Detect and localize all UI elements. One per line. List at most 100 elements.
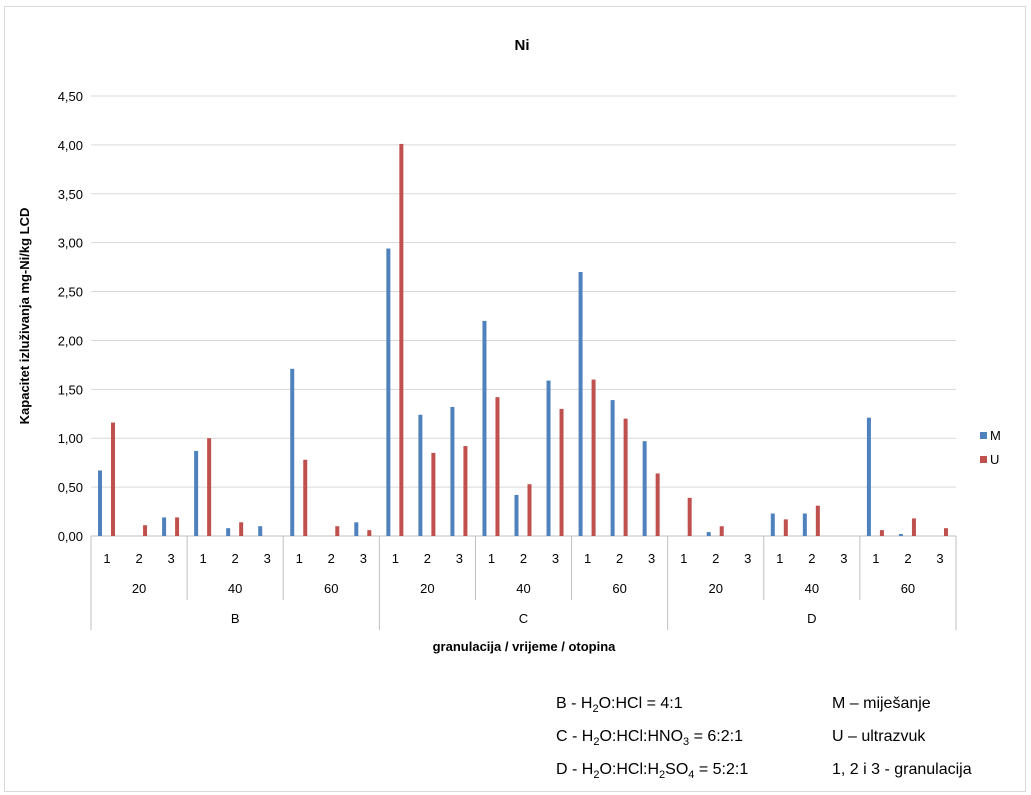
granulation-label: 2: [712, 551, 719, 566]
bar-u: [303, 459, 308, 536]
granulation-label: 3: [648, 551, 655, 566]
solution-label: C: [519, 611, 528, 626]
granulation-label: 3: [744, 551, 751, 566]
bar-u: [207, 438, 212, 536]
granulation-label: 1: [872, 551, 879, 566]
note-d: D - H2O:HCl:H2SO4 = 5:2:1: [556, 761, 748, 781]
note-d-mid2: SO: [665, 761, 689, 778]
bar-u: [239, 522, 244, 536]
y-tick-label: 2,00: [58, 333, 83, 348]
granulation-label: 2: [616, 551, 623, 566]
bar-u: [815, 505, 820, 536]
time-label: 60: [612, 581, 626, 596]
bar-m: [642, 441, 647, 536]
note-d-sub-3: 4: [688, 769, 695, 782]
note-d-prefix: D - H: [556, 761, 594, 778]
granulation-label: 3: [167, 551, 174, 566]
granulation-label: 1: [200, 551, 207, 566]
y-tick-label: 0,50: [58, 480, 83, 495]
granulation-label: 3: [360, 551, 367, 566]
bar-u: [783, 519, 788, 536]
bar-u: [559, 408, 564, 536]
time-label: 20: [132, 581, 146, 596]
y-tick-label: 3,00: [58, 236, 83, 251]
y-tick-label: 4,50: [58, 89, 83, 104]
x-axis-categories: B 20 1 2 3 40 1 2 3 60 1 2 3 C 20 1 2 3 40 1 2 3 60 1 2 3 D 20 1 2 3 40…: [90, 536, 957, 630]
granulation-label: 3: [936, 551, 943, 566]
bar-u: [591, 379, 596, 536]
note-granulation: 1, 2 i 3 - granulacija: [832, 761, 972, 778]
bar-u: [431, 452, 436, 536]
gridlines: 0,00 0,50 1,00 1,50 2,00 2,50 3,00 3,50 4,00 4,50: [58, 89, 956, 544]
bar-m: [226, 528, 231, 536]
bar-u: [911, 518, 916, 536]
note-d-sub-2: 2: [659, 769, 666, 782]
granulation-label: 3: [264, 551, 271, 566]
bar-m: [802, 513, 807, 536]
bar-u: [463, 446, 468, 536]
granulation-label: 1: [680, 551, 687, 566]
note-c-sub-2: 3: [683, 736, 690, 749]
bar-m: [514, 494, 519, 536]
bar-m: [98, 470, 103, 536]
bar-m: [450, 406, 455, 536]
bar-m: [290, 368, 295, 536]
granulation-label: 1: [488, 551, 495, 566]
note-m: M – miješanje: [832, 695, 931, 712]
y-tick-label: 1,00: [58, 431, 83, 446]
bar-m: [258, 526, 263, 536]
bar-m: [482, 320, 487, 536]
time-label: 20: [708, 581, 722, 596]
bar-u: [879, 530, 884, 536]
granulation-label: 1: [776, 551, 783, 566]
granulation-label: 2: [135, 551, 142, 566]
bar-u: [143, 525, 148, 536]
granulation-label: 2: [424, 551, 431, 566]
bar-m: [610, 400, 615, 536]
bar-m: [898, 534, 903, 536]
legend-swatch-m: [980, 432, 987, 439]
granulation-label: 1: [392, 551, 399, 566]
note-c-end: = 6:2:1: [689, 728, 743, 745]
bar-u: [687, 497, 692, 536]
y-tick-label: 3,50: [58, 187, 83, 202]
y-tick-label: 2,50: [58, 285, 83, 300]
bar-u: [719, 526, 724, 536]
granulation-label: 2: [808, 551, 815, 566]
granulation-label: 2: [520, 551, 527, 566]
granulation-label: 2: [328, 551, 335, 566]
note-c-mid: O:HCl:HNO: [599, 728, 684, 745]
bar-m: [386, 248, 391, 537]
note-c: C - H2O:HCl:HNO3 = 6:2:1: [556, 728, 743, 748]
bar-m: [866, 417, 871, 536]
note-b-sub: 2: [592, 703, 599, 716]
bars: [98, 143, 948, 537]
legend-swatch-u: [980, 456, 987, 463]
bar-m: [706, 532, 711, 536]
time-label: 40: [516, 581, 530, 596]
granulation-label: 1: [584, 551, 591, 566]
note-b: B - H2O:HCl = 4:1: [556, 695, 683, 715]
solution-label: B: [231, 611, 240, 626]
granulation-label: 2: [904, 551, 911, 566]
bar-u: [527, 484, 532, 536]
granulation-label: 1: [296, 551, 303, 566]
bar-u: [623, 418, 628, 536]
y-tick-label: 1,50: [58, 382, 83, 397]
note-d-end: = 5:2:1: [694, 761, 749, 778]
bar-u: [175, 517, 180, 536]
granulation-label: 2: [232, 551, 239, 566]
note-c-prefix: C - H: [556, 728, 594, 745]
note-b-rest: O:HCl = 4:1: [598, 695, 683, 712]
bar-m: [418, 414, 423, 536]
bar-u: [367, 530, 372, 536]
time-label: 40: [805, 581, 819, 596]
granulation-label: 3: [456, 551, 463, 566]
bar-u: [495, 397, 500, 536]
bar-u: [335, 526, 340, 536]
note-d-sub-1: 2: [593, 769, 600, 782]
y-tick-label: 0,00: [58, 529, 83, 544]
granulation-label: 1: [103, 551, 110, 566]
bar-m: [194, 450, 199, 536]
bar-u: [943, 528, 948, 536]
